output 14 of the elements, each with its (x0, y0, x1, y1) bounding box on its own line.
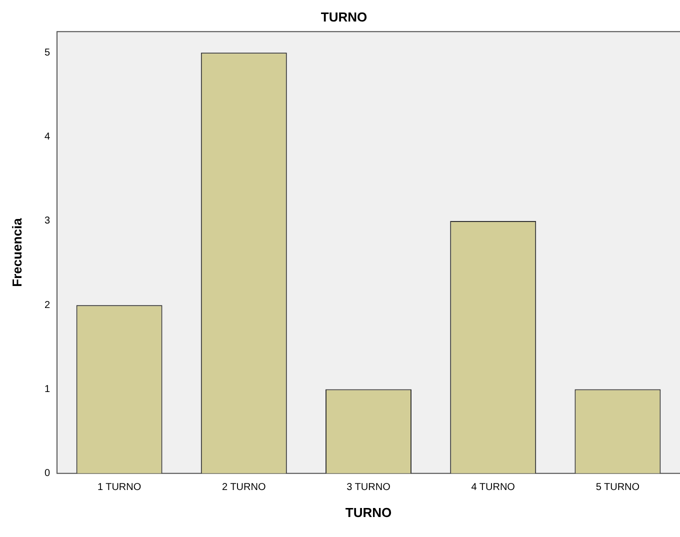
y-tick-label: 1 (44, 384, 50, 395)
x-tick-label: 4 TURNO (471, 482, 516, 494)
y-axis-title: Frecuencia (9, 217, 24, 287)
y-tick-label: 3 (44, 216, 50, 227)
y-tick-label: 4 (44, 132, 50, 143)
x-tick-label: 2 TURNO (222, 482, 266, 494)
y-tick-label: 2 (44, 300, 50, 311)
y-tick-label: 0 (44, 468, 50, 480)
y-tick-label: 5 (44, 47, 50, 58)
x-tick-label: 5 TURNO (596, 482, 640, 494)
x-axis-title: TURNO (345, 504, 392, 520)
chart-title: TURNO (320, 9, 368, 24)
x-tick-label: 1 TURNO (97, 482, 142, 494)
x-tick-label: 3 TURNO (346, 482, 391, 494)
